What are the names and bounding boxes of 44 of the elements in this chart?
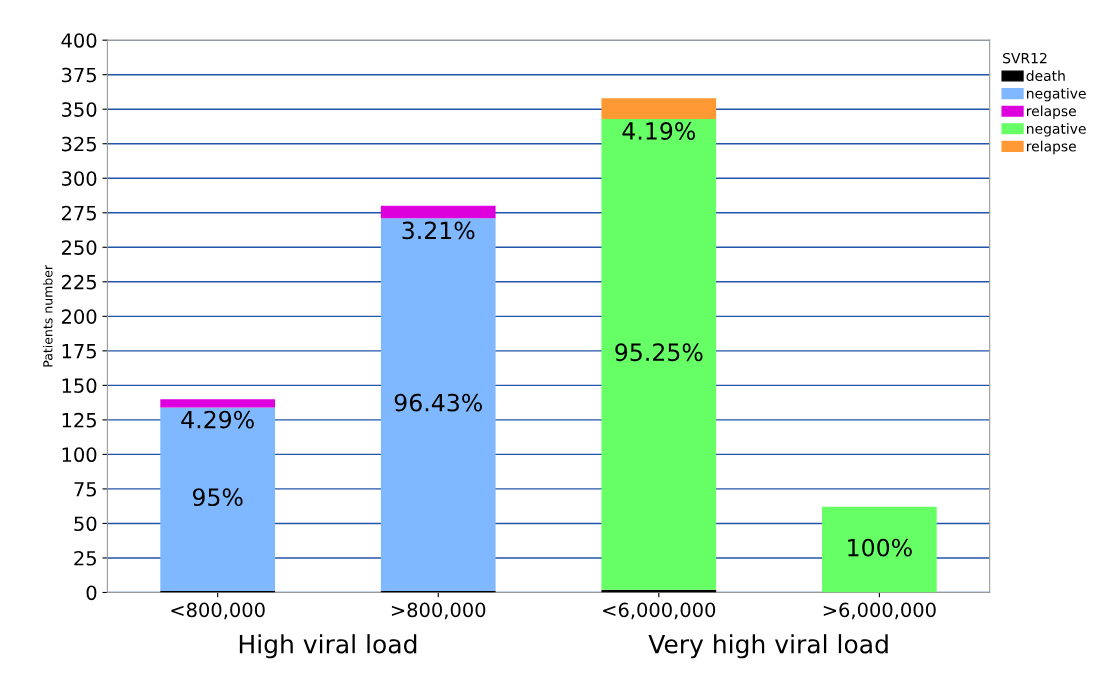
y-tick-label: 0 <box>86 585 97 601</box>
annotation: 96.43% <box>394 393 482 412</box>
x-tick-label: >800,000 <box>391 602 486 620</box>
y-tick-label: 25 <box>74 550 96 566</box>
annotation: 100% <box>848 538 912 557</box>
legend-label: negative <box>1027 87 1086 102</box>
y-tick-label: 300 <box>62 171 97 186</box>
legend-label: relapse <box>1027 140 1076 155</box>
annotation: 4.29% <box>181 410 254 429</box>
annotation: 4.19% <box>622 122 695 140</box>
y-tick-label: 400 <box>61 33 97 48</box>
bar <box>822 506 937 593</box>
legend-title: SVR12 <box>1003 52 1047 64</box>
legend-label: relapse <box>1027 105 1076 119</box>
y-tick-label: 75 <box>74 482 96 497</box>
bar <box>160 407 276 592</box>
bar <box>380 218 496 592</box>
text: High viral load <box>239 634 417 659</box>
y-tick-label: 175 <box>62 344 96 359</box>
y-tick-label: 250 <box>61 240 97 255</box>
annotation: 3.21% <box>402 221 475 240</box>
x-tick-label: >6,000,000 <box>823 602 936 620</box>
y-tick-label: 275 <box>61 205 96 221</box>
y-tick-label: 150 <box>62 378 97 394</box>
y-tick-label: 125 <box>62 412 96 428</box>
bar <box>601 118 717 590</box>
x-tick-label: <800,000 <box>171 602 265 620</box>
y-axis-title: Patients number <box>42 264 53 367</box>
legend-label: death <box>1026 70 1065 82</box>
legend-label: negative <box>1027 123 1086 137</box>
text: Very high viral load <box>648 634 888 659</box>
bar <box>380 205 496 219</box>
y-tick-label: 50 <box>74 516 97 532</box>
bar <box>160 399 276 408</box>
y-tick-label: 200 <box>61 309 97 324</box>
y-tick-label: 225 <box>61 274 96 290</box>
annotation: 95% <box>192 488 243 507</box>
y-tick-label: 350 <box>62 102 97 117</box>
y-tick-label: 325 <box>62 136 96 152</box>
x-tick-label: <6,000,000 <box>603 602 716 620</box>
y-tick-label: 100 <box>62 447 97 463</box>
annotation: 95.25% <box>615 343 703 362</box>
bar <box>601 98 717 119</box>
y-tick-label: 375 <box>62 67 96 83</box>
